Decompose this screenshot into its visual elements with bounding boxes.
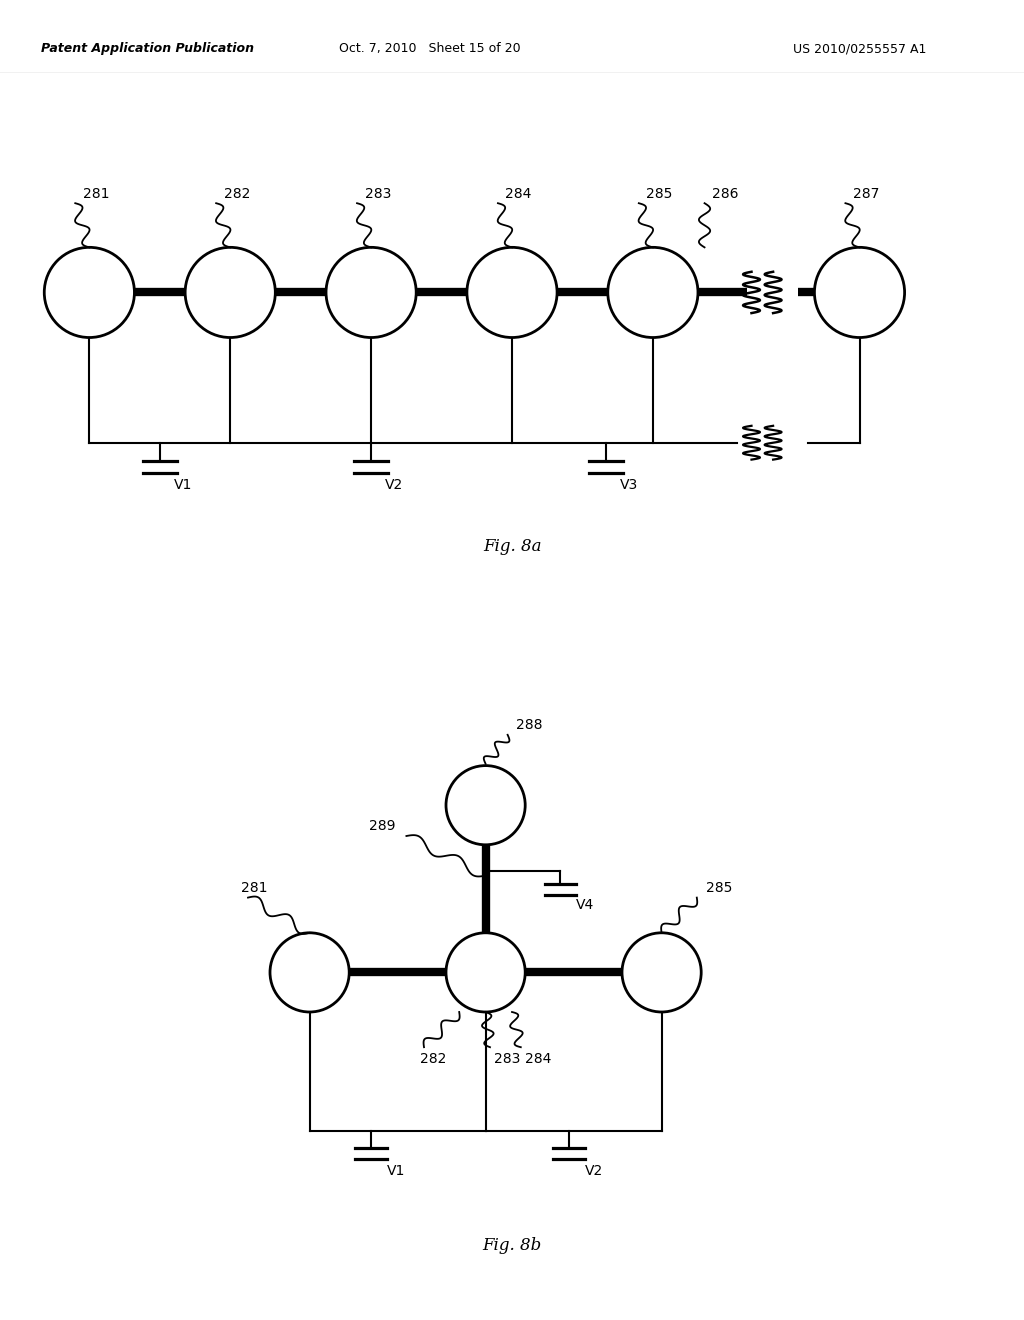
Text: 286: 286 bbox=[712, 187, 738, 202]
Text: 285: 285 bbox=[646, 187, 673, 202]
Text: V2: V2 bbox=[385, 478, 403, 492]
Text: 282: 282 bbox=[223, 187, 250, 202]
Text: 282: 282 bbox=[420, 1052, 446, 1065]
Ellipse shape bbox=[814, 247, 904, 338]
Text: V4: V4 bbox=[577, 899, 595, 912]
Text: V1: V1 bbox=[174, 478, 193, 492]
Ellipse shape bbox=[446, 933, 525, 1012]
Ellipse shape bbox=[467, 247, 557, 338]
Ellipse shape bbox=[622, 933, 701, 1012]
Ellipse shape bbox=[446, 766, 525, 845]
Text: 281: 281 bbox=[241, 880, 267, 895]
Text: V1: V1 bbox=[387, 1164, 406, 1179]
Text: 285: 285 bbox=[706, 880, 732, 895]
Text: 283: 283 bbox=[495, 1052, 521, 1065]
Text: Fig. 8b: Fig. 8b bbox=[482, 1237, 542, 1254]
Text: V3: V3 bbox=[620, 478, 638, 492]
Text: 287: 287 bbox=[853, 187, 880, 202]
Text: Fig. 8a: Fig. 8a bbox=[482, 537, 542, 554]
Text: 284: 284 bbox=[525, 1052, 552, 1065]
Text: US 2010/0255557 A1: US 2010/0255557 A1 bbox=[794, 42, 927, 55]
Text: 289: 289 bbox=[370, 820, 396, 833]
Ellipse shape bbox=[270, 933, 349, 1012]
Text: Oct. 7, 2010   Sheet 15 of 20: Oct. 7, 2010 Sheet 15 of 20 bbox=[339, 42, 521, 55]
Ellipse shape bbox=[185, 247, 275, 338]
Ellipse shape bbox=[326, 247, 416, 338]
Text: 288: 288 bbox=[516, 718, 543, 733]
Text: 283: 283 bbox=[365, 187, 391, 202]
Text: 281: 281 bbox=[83, 187, 110, 202]
Ellipse shape bbox=[608, 247, 698, 338]
Text: 284: 284 bbox=[506, 187, 531, 202]
Ellipse shape bbox=[44, 247, 134, 338]
Text: Patent Application Publication: Patent Application Publication bbox=[41, 42, 254, 55]
Text: V2: V2 bbox=[585, 1164, 603, 1179]
